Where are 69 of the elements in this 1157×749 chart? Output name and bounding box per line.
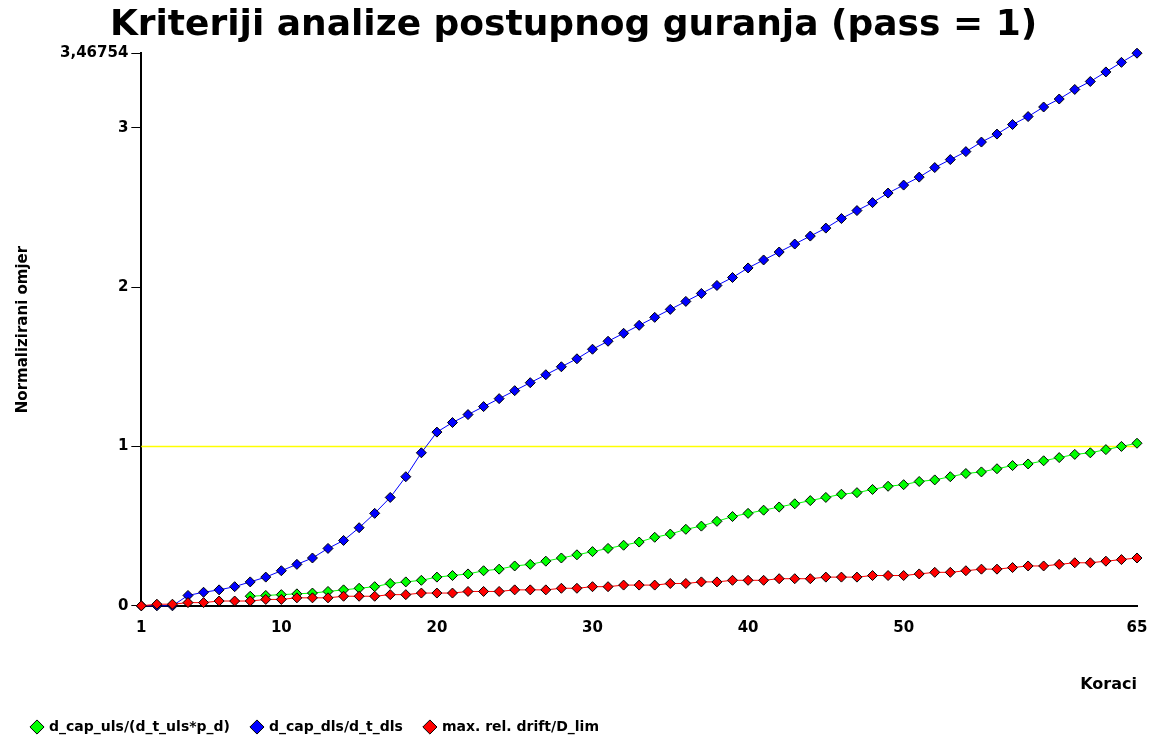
point [960,468,972,480]
point [913,476,925,487]
point [1069,448,1081,460]
y-tick-label: 0 [117,595,129,614]
x-axis-title: Koraci [1080,673,1137,693]
point [804,495,816,507]
point [431,571,443,583]
point [1100,444,1112,456]
point [944,471,956,483]
point [571,549,583,561]
point [478,565,490,577]
point [415,574,427,586]
legend-label: max. rel. drift/D_lim [441,717,599,735]
point [664,528,676,540]
point [618,539,630,551]
point [758,504,770,516]
point [493,563,505,575]
point [1038,455,1050,467]
point [1115,440,1127,452]
point [867,483,879,495]
point [633,536,645,548]
point [727,511,739,523]
point [586,546,598,558]
point [1022,458,1034,470]
y-tick-label: 3 [117,117,129,136]
point [649,531,661,543]
point [882,480,894,492]
x-tick-label: 40 [737,617,759,636]
point [789,498,801,510]
point [851,487,863,499]
point [384,577,396,589]
point [835,488,847,500]
point [509,560,521,572]
legend-label: d_cap_uls/(d_t_uls*p_d) [49,717,230,735]
point [462,568,474,580]
y-tick-label: 2 [117,276,129,295]
point [742,507,754,519]
point [1007,460,1019,472]
point [711,515,723,527]
x-tick-label: 10 [270,617,292,636]
point [898,479,910,491]
legend-label: d_cap_dls/d_t_dls [268,717,403,735]
point [1084,447,1096,459]
point [602,542,614,554]
point [524,558,536,570]
point [929,474,941,486]
x-tick-label: 20 [426,617,448,636]
chart-title: Kriteriji analize postupnog guranja (pass = 1) [109,1,1038,43]
y-tick-label: 1 [117,436,129,455]
point [540,555,552,567]
x-tick-label: 30 [582,617,603,636]
y-axis-title: Normalizirani omjer [12,245,31,414]
point [1131,437,1143,449]
x-tick-label: 1 [136,617,147,636]
point [555,552,567,564]
point [400,576,412,588]
point [1053,452,1065,464]
x-tick-label: 65 [1126,617,1148,636]
point [353,582,365,594]
y-tick-label: 3,46754 [59,43,129,62]
point [446,570,458,582]
point [975,466,987,478]
x-tick-label: 50 [893,617,915,636]
point [773,501,785,513]
point [820,491,832,503]
point [369,581,381,593]
point [680,523,692,535]
point [991,463,1003,475]
point [695,520,707,532]
